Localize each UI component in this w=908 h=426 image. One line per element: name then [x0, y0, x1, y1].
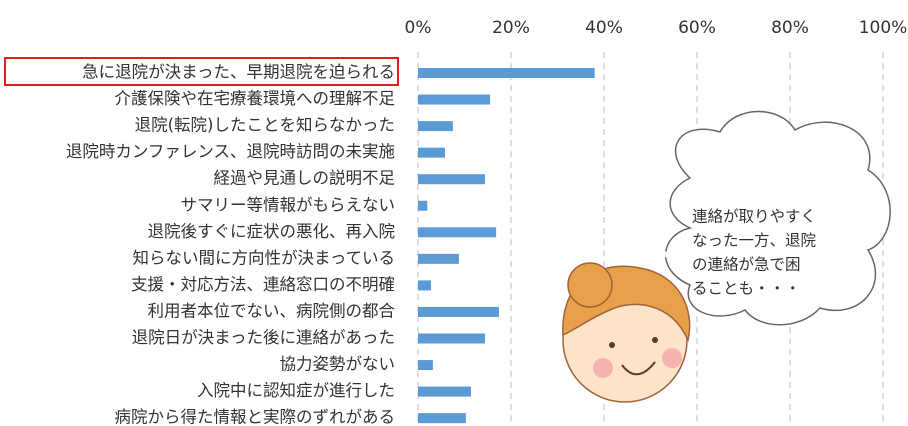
bar: [418, 360, 433, 370]
bar: [418, 227, 496, 237]
bar: [418, 174, 485, 184]
y-tick-label: 退院時カンファレンス、退院時訪問の未実施: [66, 142, 395, 161]
x-tick-label: 0%: [405, 18, 432, 38]
bar: [418, 68, 595, 78]
bar: [418, 148, 445, 158]
y-tick-label: 急に退院が決まった、早期退院を迫られる: [82, 63, 395, 82]
y-tick-label: 病院から得た情報と実際のずれがある: [115, 408, 396, 426]
annotation: なった一方、退院: [692, 231, 816, 250]
bar: [418, 280, 431, 290]
y-tick-label: 入院中に認知症が進行した: [197, 381, 395, 400]
annotation: ることも・・・: [692, 280, 801, 298]
x-tick-label: 80%: [771, 18, 809, 38]
x-tick-label: 100%: [859, 18, 908, 38]
y-tick-label: 介護保険や在宅療養環境への理解不足: [115, 89, 396, 108]
bar: [418, 413, 466, 423]
y-tick-label: 経過や見通しの説明不足: [214, 169, 396, 188]
bar: [418, 387, 471, 397]
annotation: 連絡が取りやすく: [692, 208, 816, 226]
y-tick-label: 退院(転院)したことを知らなかった: [135, 116, 395, 135]
x-tick-label: 40%: [585, 18, 623, 38]
bar: [418, 307, 499, 317]
annotation: の連絡が急で困: [692, 256, 801, 274]
bar: [418, 334, 485, 344]
y-tick-label: 退院後すぐに症状の悪化、再入院: [148, 222, 396, 241]
y-tick-label: 退院日が決まった後に連絡があった: [132, 328, 395, 347]
y-tick-label: サマリー等情報がもらえない: [181, 195, 396, 214]
bar: [418, 201, 427, 211]
y-tick-label: 知らない間に方向性が決まっている: [132, 248, 395, 267]
y-tick-label: 利用者本位でない、病院側の都合: [148, 301, 396, 320]
bar: [418, 254, 459, 264]
bar: [418, 121, 453, 131]
x-tick-label: 60%: [678, 18, 716, 38]
y-tick-label: 協力姿勢がない: [280, 355, 396, 374]
bar: [418, 95, 490, 105]
chart: 0% 20% 40% 60% 80% 100% 急に退院が決まった、早期退院を迫られる介護保…: [0, 0, 908, 426]
y-tick-label: 支援・対応方法、連絡窓口の不明確: [131, 275, 395, 294]
x-tick-label: 20%: [492, 18, 530, 38]
